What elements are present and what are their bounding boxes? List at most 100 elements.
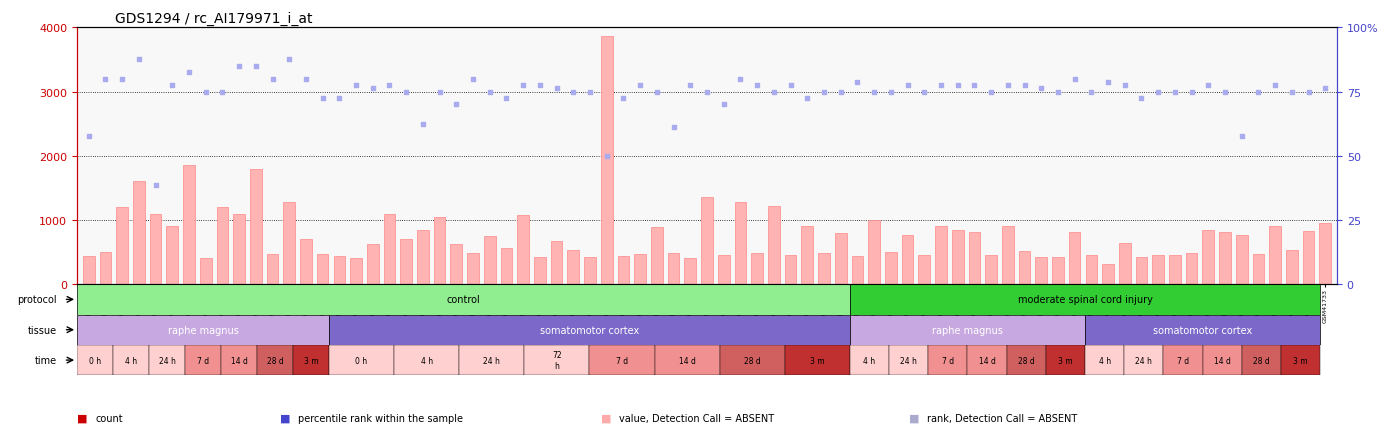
Text: 14 d: 14 d bbox=[679, 356, 696, 365]
Point bbox=[428, 89, 451, 96]
Point bbox=[1197, 82, 1219, 89]
Text: 28 d: 28 d bbox=[1253, 356, 1270, 365]
Bar bbox=[785, 255, 797, 285]
Text: 14 d: 14 d bbox=[1214, 356, 1231, 365]
Bar bbox=[99, 253, 111, 285]
Text: 24 h: 24 h bbox=[1135, 356, 1152, 365]
Text: raphe magnus: raphe magnus bbox=[168, 325, 238, 335]
Bar bbox=[550, 241, 563, 285]
Point bbox=[746, 82, 769, 89]
Bar bbox=[1102, 265, 1114, 285]
Point bbox=[696, 89, 718, 96]
Text: value, Detection Call = ABSENT: value, Detection Call = ABSENT bbox=[619, 413, 774, 423]
Text: 3 m: 3 m bbox=[304, 356, 318, 365]
Bar bbox=[655, 345, 720, 375]
Bar bbox=[367, 245, 378, 285]
Point bbox=[629, 82, 651, 89]
Point bbox=[997, 82, 1019, 89]
Bar bbox=[1242, 345, 1281, 375]
Bar bbox=[217, 207, 228, 285]
Text: 72
h: 72 h bbox=[552, 351, 561, 370]
Point bbox=[496, 95, 518, 102]
Point bbox=[1298, 89, 1320, 96]
Text: control: control bbox=[447, 295, 480, 305]
Text: 4 h: 4 h bbox=[125, 356, 137, 365]
Point bbox=[829, 89, 851, 96]
Bar bbox=[567, 250, 580, 285]
Bar bbox=[850, 315, 1085, 345]
Point bbox=[295, 76, 318, 83]
Bar bbox=[1152, 255, 1163, 285]
Point bbox=[1163, 89, 1186, 96]
Bar bbox=[333, 256, 346, 285]
Bar bbox=[1203, 231, 1214, 285]
Point bbox=[1064, 76, 1086, 83]
Bar bbox=[77, 315, 329, 345]
Bar bbox=[1236, 236, 1247, 285]
Bar bbox=[518, 216, 529, 285]
Text: 24 h: 24 h bbox=[483, 356, 500, 365]
Bar bbox=[524, 345, 589, 375]
Bar bbox=[300, 240, 312, 285]
Bar bbox=[1085, 345, 1124, 375]
Bar bbox=[969, 233, 980, 285]
Bar bbox=[283, 203, 295, 285]
Text: moderate spinal cord injury: moderate spinal cord injury bbox=[1018, 295, 1152, 305]
Bar bbox=[1287, 250, 1298, 285]
Bar bbox=[1186, 253, 1197, 285]
Bar bbox=[952, 231, 963, 285]
Point bbox=[94, 76, 116, 83]
Point bbox=[361, 85, 384, 92]
Bar bbox=[1169, 255, 1180, 285]
Point bbox=[1264, 82, 1287, 89]
Text: rank, Detection Call = ABSENT: rank, Detection Call = ABSENT bbox=[927, 413, 1077, 423]
Bar bbox=[1002, 227, 1014, 285]
Text: protocol: protocol bbox=[17, 295, 57, 305]
Bar bbox=[967, 345, 1007, 375]
Text: 7 d: 7 d bbox=[197, 356, 209, 365]
Point bbox=[1231, 134, 1253, 141]
Bar bbox=[133, 182, 144, 285]
Bar bbox=[889, 345, 928, 375]
Point bbox=[946, 82, 969, 89]
Point bbox=[161, 82, 183, 89]
Text: 3 m: 3 m bbox=[1294, 356, 1308, 365]
Bar bbox=[986, 255, 997, 285]
Bar bbox=[350, 259, 363, 285]
Bar bbox=[1281, 345, 1320, 375]
Point bbox=[546, 85, 568, 92]
Point bbox=[862, 89, 885, 96]
Bar bbox=[83, 256, 95, 285]
Bar bbox=[1068, 232, 1081, 285]
Bar bbox=[459, 345, 524, 375]
Bar bbox=[1270, 227, 1281, 285]
Point bbox=[930, 82, 952, 89]
Point bbox=[1214, 89, 1236, 96]
Bar bbox=[484, 237, 496, 285]
Bar bbox=[1124, 345, 1163, 375]
Bar bbox=[834, 233, 847, 285]
Bar bbox=[266, 254, 279, 285]
Bar bbox=[501, 249, 512, 285]
Text: 3 m: 3 m bbox=[1058, 356, 1072, 365]
Point bbox=[1030, 85, 1053, 92]
Text: ■: ■ bbox=[601, 413, 610, 423]
Point bbox=[529, 82, 552, 89]
Point bbox=[1147, 89, 1169, 96]
Point bbox=[713, 102, 735, 108]
Text: 3 m: 3 m bbox=[811, 356, 825, 365]
Bar bbox=[701, 198, 713, 285]
Point bbox=[378, 82, 400, 89]
Text: 14 d: 14 d bbox=[231, 356, 248, 365]
Bar bbox=[668, 254, 679, 285]
Bar bbox=[928, 345, 967, 375]
Bar bbox=[395, 345, 459, 375]
Text: 28 d: 28 d bbox=[743, 356, 760, 365]
Bar bbox=[735, 203, 746, 285]
Point bbox=[144, 182, 167, 189]
Point bbox=[797, 95, 819, 102]
Bar bbox=[784, 345, 850, 375]
Text: percentile rank within the sample: percentile rank within the sample bbox=[298, 413, 463, 423]
Point bbox=[1081, 89, 1103, 96]
Bar bbox=[417, 230, 428, 285]
